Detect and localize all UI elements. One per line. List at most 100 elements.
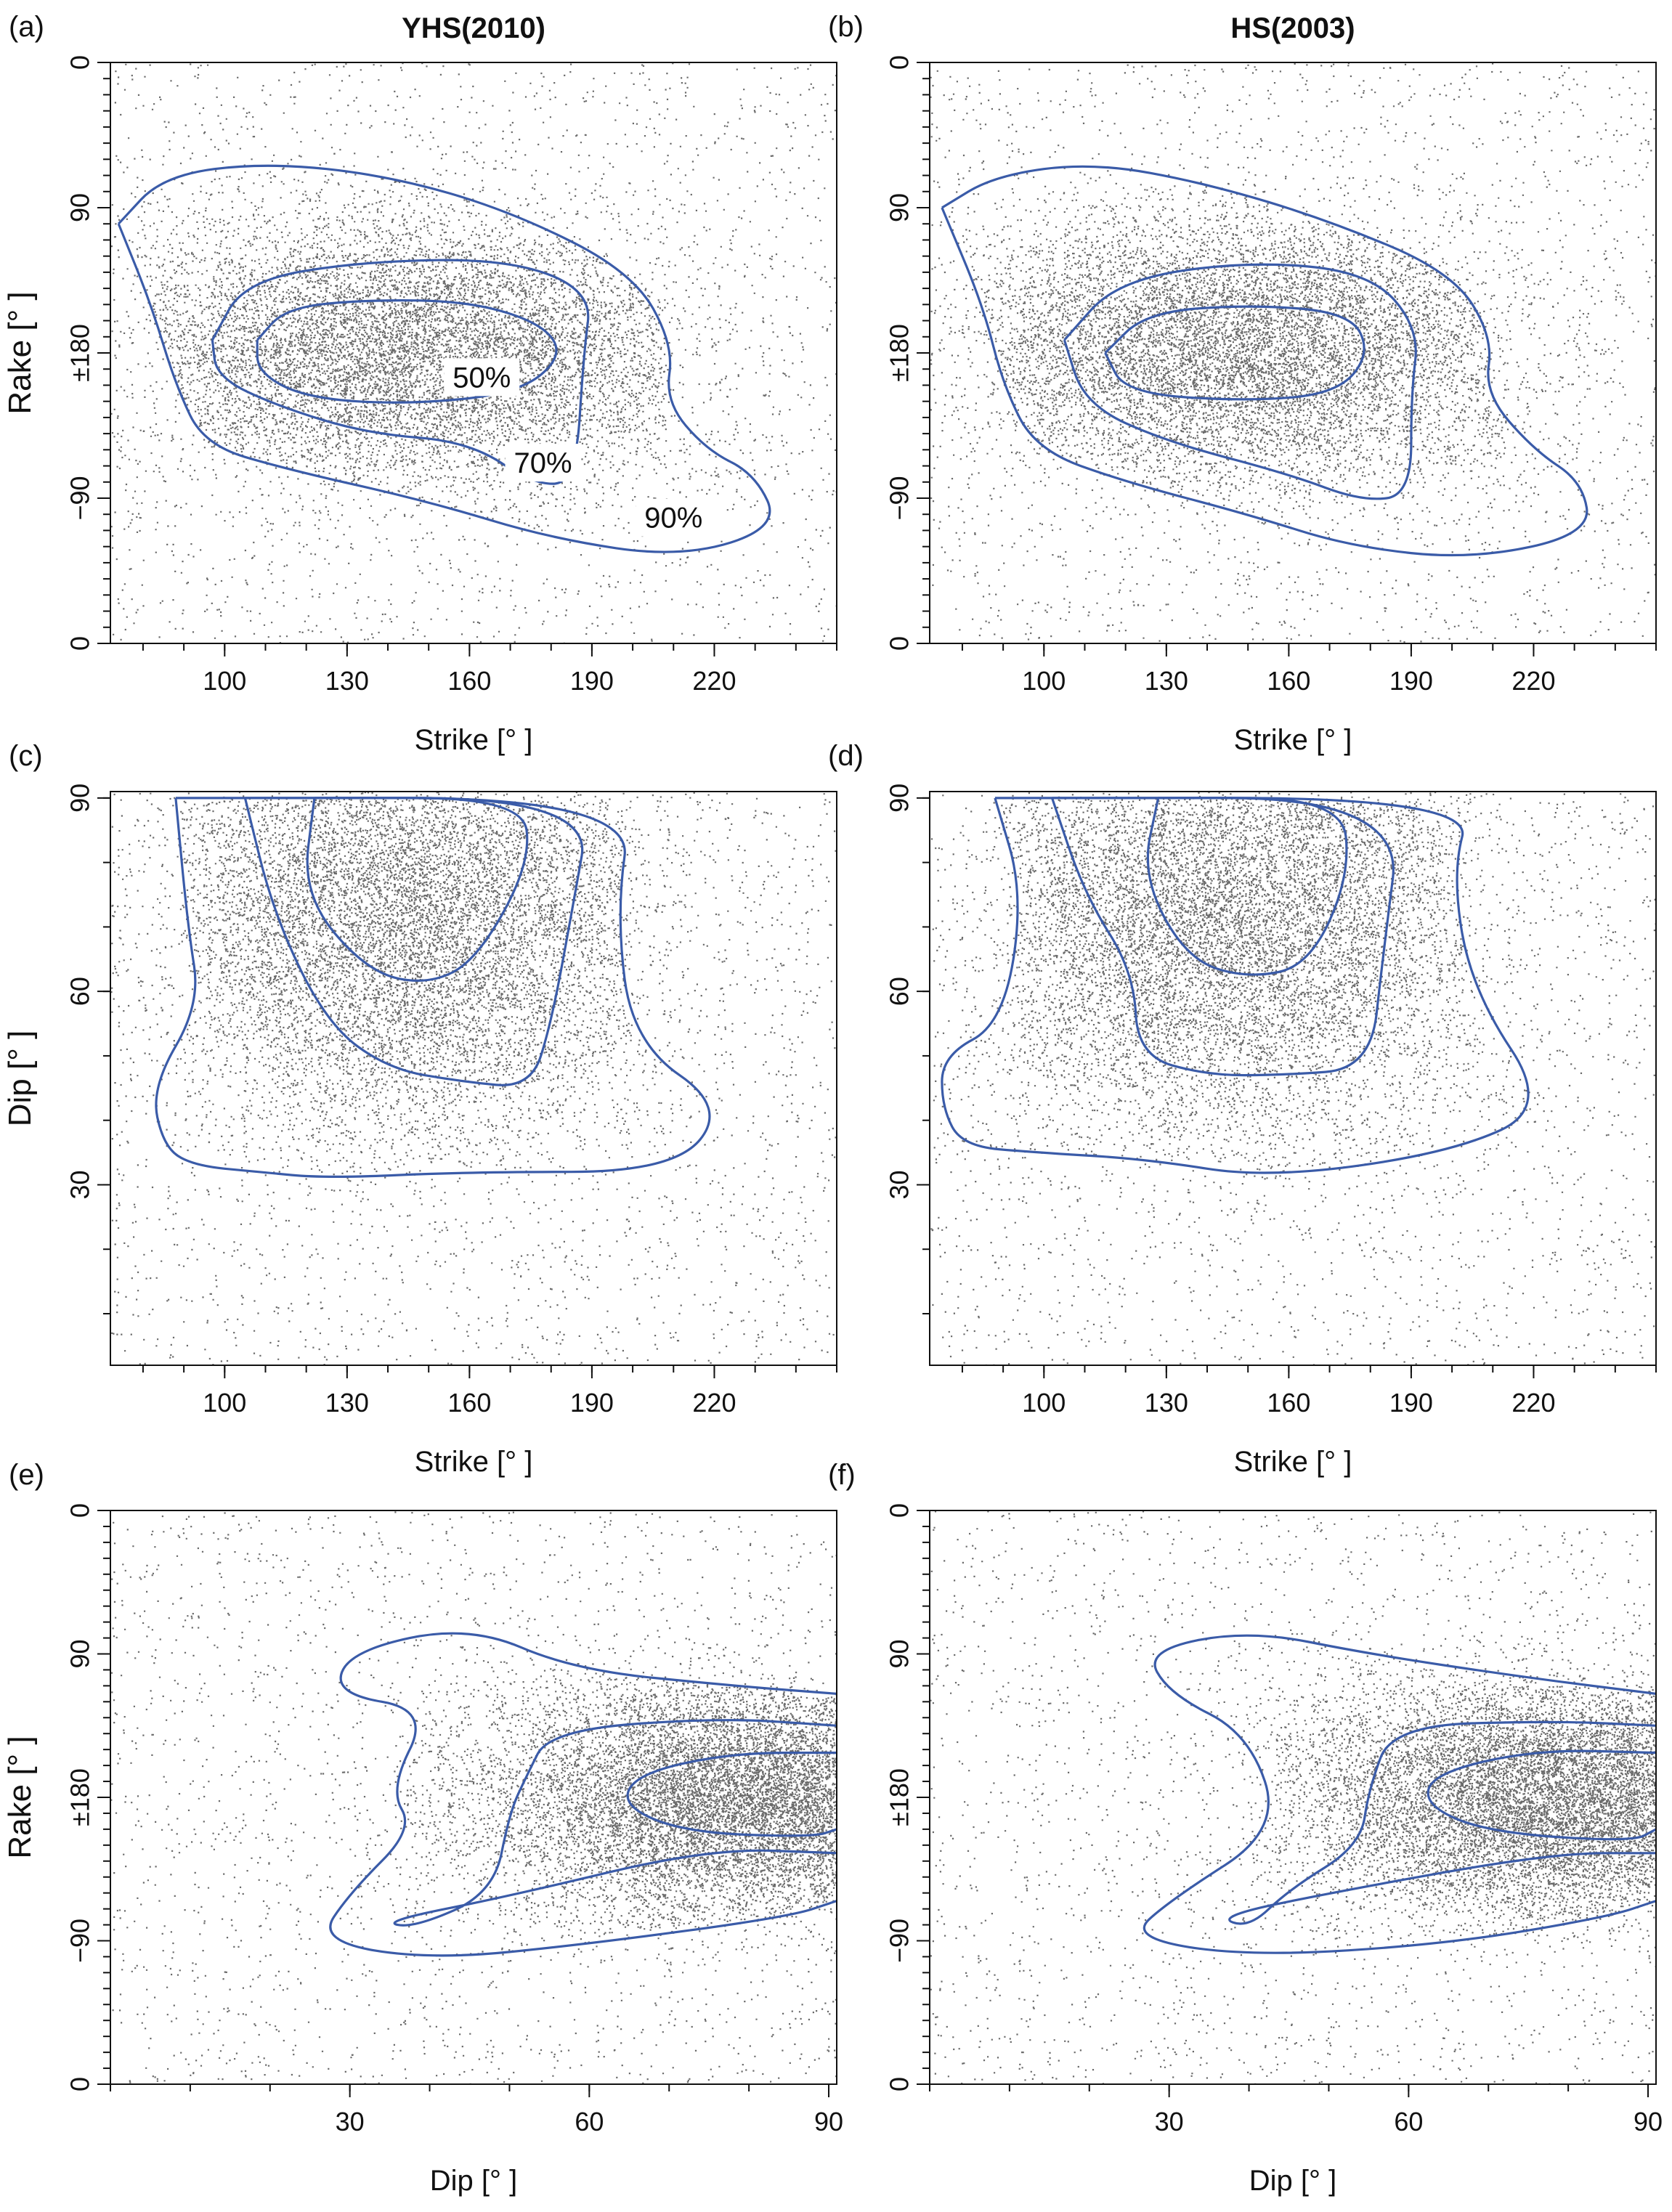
x-tick-label: 30 xyxy=(336,2107,365,2136)
panel-f: 30 60 90 0 90 ±180 −90 0 Dip [° ] (f) xyxy=(828,1459,1663,2197)
x-tick-label: 130 xyxy=(1145,666,1188,696)
panel-a: 50% 70% 90% 100 130 160 190 220 0 90 ±180 −90 0 Strik… xyxy=(2,11,838,756)
plot-frame xyxy=(110,792,837,1365)
scatter-points xyxy=(110,1511,838,2085)
y-tick-label: 0 xyxy=(885,55,914,70)
y-axis: 090±180−900 xyxy=(65,1503,111,2091)
x-axis: 30 60 90 xyxy=(930,2084,1663,2136)
x-tick-label: 60 xyxy=(575,2107,604,2136)
panel-label: (f) xyxy=(828,1459,856,1491)
plot-frame xyxy=(930,62,1656,643)
panel-title: HS(2003) xyxy=(1230,12,1355,44)
x-tick-label: 220 xyxy=(692,1388,736,1418)
y-tick-label: 0 xyxy=(885,636,914,651)
x-tick-label: 190 xyxy=(570,666,614,696)
scatter-point-cloud xyxy=(110,62,838,645)
y-axis-label: Dip [° ] xyxy=(2,1030,38,1127)
x-axis: 100 130 160 190 220 xyxy=(962,643,1656,696)
x-tick-label: 220 xyxy=(692,666,736,696)
y-tick-label: −90 xyxy=(65,476,95,520)
x-tick-label: 130 xyxy=(325,666,369,696)
svg-text:90%: 90% xyxy=(644,503,702,534)
y-tick-label: 90 xyxy=(65,193,95,222)
y-tick-label: 30 xyxy=(65,1170,95,1199)
y-tick-label: 0 xyxy=(885,2077,914,2091)
x-axis-label: Dip [° ] xyxy=(1249,2165,1336,2197)
scatter-point-cloud xyxy=(110,792,836,1367)
y-axis-label: Rake [° ] xyxy=(2,291,38,414)
y-tick-label: 0 xyxy=(65,636,95,651)
contour-label: 70% xyxy=(506,444,581,481)
y-tick-label: ±180 xyxy=(885,1768,914,1826)
scatter-point-cloud xyxy=(930,792,1657,1367)
panel-label: (e) xyxy=(9,1459,44,1491)
scatter-point-cloud xyxy=(930,62,1657,645)
x-axis-label: Dip [° ] xyxy=(430,2165,517,2197)
svg-text:50%: 50% xyxy=(453,362,511,394)
x-axis-label: Strike [° ] xyxy=(415,724,533,756)
y-axis: 0 90 ±180 −90 0 xyxy=(885,55,930,651)
scatter-points xyxy=(110,792,836,1367)
y-tick-label: 0 xyxy=(65,55,95,70)
y-tick-label: 90 xyxy=(885,193,914,222)
x-tick-label: 190 xyxy=(570,1388,614,1418)
scatter-points xyxy=(930,62,1657,645)
y-tick-label: 60 xyxy=(885,977,914,1006)
y-tick-label: 90 xyxy=(65,784,95,813)
x-tick-label: 100 xyxy=(203,1388,246,1418)
x-tick-label: 30 xyxy=(1155,2107,1184,2136)
plot-frame xyxy=(110,1510,837,2084)
y-tick-label: −90 xyxy=(885,1919,914,1963)
scatter-point-cloud xyxy=(110,1511,838,2085)
x-tick-label: 100 xyxy=(1022,666,1066,696)
scatter-points xyxy=(110,62,838,645)
y-tick-label: ±180 xyxy=(65,324,95,382)
x-tick-label: 160 xyxy=(447,666,491,696)
y-tick-label: 30 xyxy=(885,1170,914,1199)
contour-label: 90% xyxy=(636,499,711,537)
scatter-points xyxy=(930,792,1657,1367)
contour-70pct xyxy=(245,798,582,1085)
y-tick-label: 0 xyxy=(885,1503,914,1518)
x-axis-label: Strike [° ] xyxy=(1234,1446,1352,1478)
panel-label: (a) xyxy=(9,11,44,43)
x-axis: 100 130 160 190 220 xyxy=(962,1365,1656,1418)
y-tick-label: 90 xyxy=(885,1639,914,1668)
panel-title: YHS(2010) xyxy=(402,12,545,44)
x-tick-label: 90 xyxy=(814,2107,843,2136)
x-axis: 30 60 90 xyxy=(110,2084,843,2136)
x-tick-label: 100 xyxy=(203,666,246,696)
x-tick-label: 190 xyxy=(1389,666,1433,696)
x-axis: 100 130 160 190 220 xyxy=(143,643,837,696)
x-tick-label: 130 xyxy=(325,1388,369,1418)
plot-frame xyxy=(930,792,1656,1365)
x-tick-label: 220 xyxy=(1511,666,1555,696)
y-tick-label: −90 xyxy=(65,1919,95,1963)
x-tick-label: 160 xyxy=(447,1388,491,1418)
x-tick-label: 220 xyxy=(1511,1388,1555,1418)
panel-label: (b) xyxy=(828,11,864,43)
y-tick-label: ±180 xyxy=(885,324,914,382)
contour-label: 50% xyxy=(444,358,519,396)
x-axis-label: Strike [° ] xyxy=(1234,724,1352,756)
x-tick-label: 130 xyxy=(1145,1388,1188,1418)
y-axis: 0 90 ±180 −90 0 xyxy=(885,1503,930,2091)
scatter-point-cloud xyxy=(930,1510,1657,2086)
y-tick-label: 0 xyxy=(65,1503,95,1518)
x-tick-label: 90 xyxy=(1634,2107,1663,2136)
x-tick-label: 60 xyxy=(1394,2107,1423,2136)
y-tick-label: 90 xyxy=(885,784,914,813)
y-axis-label: Rake [° ] xyxy=(2,1736,38,1858)
scatter-points xyxy=(930,1510,1657,2086)
y-axis: 30 60 90 xyxy=(885,784,930,1314)
x-tick-label: 190 xyxy=(1389,1388,1433,1418)
svg-text:70%: 70% xyxy=(514,447,572,479)
panel-label: (c) xyxy=(9,740,43,772)
panel-label: (d) xyxy=(828,740,864,772)
y-axis: 0 90 ±180 −90 0 xyxy=(65,55,111,651)
y-tick-label: −90 xyxy=(885,476,914,520)
x-tick-label: 100 xyxy=(1022,1388,1066,1418)
